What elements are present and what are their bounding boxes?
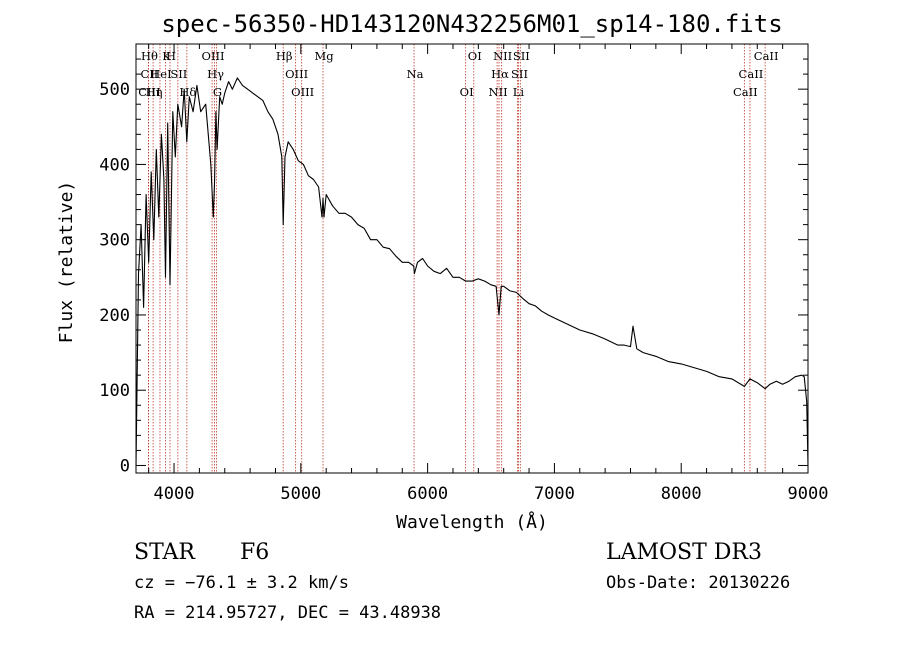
line-label: CaII xyxy=(733,85,758,99)
line-label: HeI xyxy=(150,67,171,81)
coordinates-readout: RA = 214.95727, DEC = 43.48938 xyxy=(134,603,442,623)
line-label: Hγ xyxy=(207,67,224,81)
x-tick-label: 4000 xyxy=(154,484,195,504)
line-label: CII xyxy=(140,67,158,81)
x-axis: 4000 5000 6000 7000 8000 9000 xyxy=(148,44,829,504)
line-label: Hη xyxy=(146,85,163,99)
y-tick-label: 500 xyxy=(99,80,130,100)
line-label: SII xyxy=(170,67,187,81)
y-tick-label: 0 xyxy=(120,456,130,476)
line-label: Mg xyxy=(314,49,334,63)
line-label: Hβ xyxy=(276,49,293,63)
object-type: STAR xyxy=(134,540,195,565)
x-axis-label: Wavelength (Å) xyxy=(396,511,548,533)
line-label: K xyxy=(162,49,171,63)
y-tick-label: 300 xyxy=(99,231,130,251)
line-label: Li xyxy=(513,85,525,99)
line-label: OIII xyxy=(285,67,308,81)
y-tick-label: 100 xyxy=(99,381,130,401)
line-label: OIII xyxy=(291,85,314,99)
line-label: NII xyxy=(489,85,508,99)
plot-frame xyxy=(135,43,809,474)
y-axis: 0 100 200 300 400 500 xyxy=(99,58,808,476)
spectral-line-labels: Hθ CII CIII K HeI Hη H SII Hδ OIII Hγ G Hβ OIII OIII Mg… xyxy=(138,49,778,99)
line-label: Hθ xyxy=(141,49,158,63)
line-label: H xyxy=(166,49,176,63)
line-label: SII xyxy=(513,49,530,63)
x-tick-label: 9000 xyxy=(788,484,829,504)
spectral-line-markers xyxy=(148,44,766,473)
observation-date: Obs-Date: 20130226 xyxy=(606,573,791,593)
flux-series xyxy=(135,77,809,466)
line-label: Na xyxy=(407,67,424,81)
redshift-readout: cz = −76.1 ± 3.2 km/s xyxy=(134,573,349,593)
x-tick-label: 8000 xyxy=(661,484,702,504)
y-axis-label: Flux (relative) xyxy=(56,181,77,344)
line-label: G xyxy=(213,85,222,99)
object-subclass: F6 xyxy=(240,540,270,565)
y-tick-label: 200 xyxy=(99,306,130,326)
x-tick-label: 6000 xyxy=(407,484,448,504)
y-tick-label: 400 xyxy=(99,155,130,175)
line-label: CIII xyxy=(138,85,160,99)
line-label: CaII xyxy=(754,49,779,63)
x-tick-label: 7000 xyxy=(534,484,575,504)
chart-title: spec-56350-HD143120N432256M01_sp14-180.f… xyxy=(161,10,782,38)
x-tick-label: 5000 xyxy=(280,484,321,504)
line-label: Hδ xyxy=(179,85,196,99)
line-label: OI xyxy=(468,49,482,63)
survey-name: LAMOST DR3 xyxy=(606,540,762,565)
flux-line xyxy=(135,77,809,466)
line-label: OIII xyxy=(202,49,225,63)
line-label: NII xyxy=(493,49,512,63)
line-label: CaII xyxy=(739,67,764,81)
line-label: OI xyxy=(460,85,474,99)
line-label: SII xyxy=(511,67,528,81)
line-label: Hα xyxy=(491,67,509,81)
